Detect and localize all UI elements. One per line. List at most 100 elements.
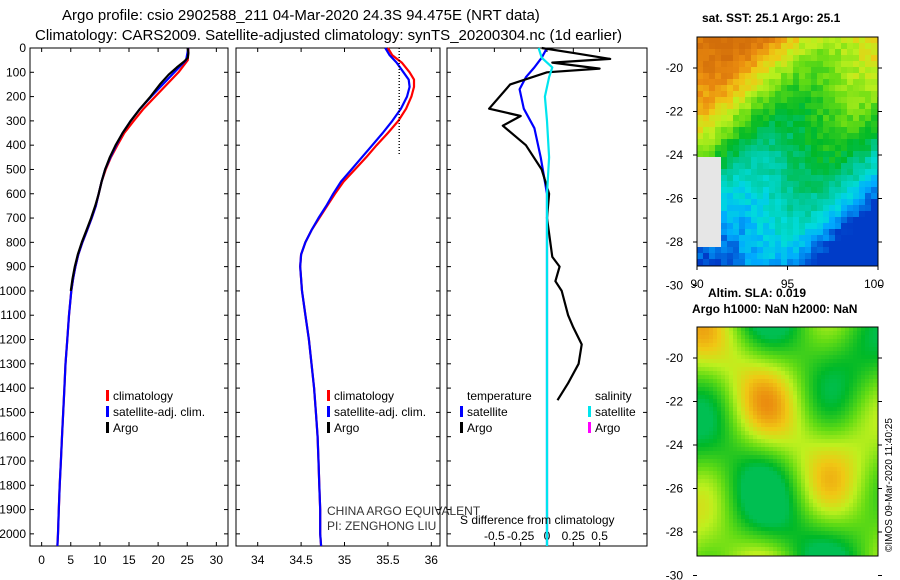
sla-cell [737,431,741,435]
sla-cell [849,503,853,507]
sla-cell [701,431,705,435]
sla-cell [813,531,817,535]
sst-cell [871,241,877,247]
sla-cell [729,543,733,547]
sla-cell [833,383,837,387]
sla-cell [837,403,841,407]
sla-cell [821,451,825,455]
sst-cell [769,157,775,163]
sla-cell [809,351,813,355]
sla-cell [817,499,821,503]
sla-cell [705,531,709,535]
sla-cell [833,479,837,483]
sla-cell [745,407,749,411]
sst-cell [775,49,781,55]
sla-cell [849,367,853,371]
sla-cell [797,411,801,415]
sla-cell [733,335,737,339]
sla-cell [809,487,813,491]
sla-cell [701,443,705,447]
sla-cell [805,519,809,523]
sst-cell [757,55,763,61]
x-tick-label: 5 [67,553,74,567]
legend-label-temp-satellite: satellite [467,405,508,419]
sst-cell [703,115,709,121]
sst-cell [835,253,841,259]
sla-cell [813,343,817,347]
sst-cell [775,37,781,43]
sst-cell [763,37,769,43]
sla-cell [769,371,773,375]
sla-cell [837,423,841,427]
sst-cell [811,199,817,205]
sla-cell [701,371,705,375]
sla-cell [709,423,713,427]
sla-cell [717,379,721,383]
sla-cell [757,503,761,507]
sla-cell [773,495,777,499]
sla-cell [837,375,841,379]
sla-cell [705,355,709,359]
sla-cell [821,443,825,447]
sla-cell [825,419,829,423]
sla-cell [817,375,821,379]
sla-cell [765,387,769,391]
sla-cell [729,399,733,403]
sla-cell [701,411,705,415]
sst-cell [697,181,703,187]
sla-cell [797,371,801,375]
sla-cell [709,383,713,387]
sla-cell [769,415,773,419]
sla-cell [705,487,709,491]
sla-cell [749,539,753,543]
sla-cell [765,471,769,475]
sla-cell [853,455,857,459]
sla-cell [757,447,761,451]
sla-cell [825,447,829,451]
sla-cell [841,403,845,407]
sla-cell [745,419,749,423]
sla-cell [845,391,849,395]
sla-map-frame [696,326,879,557]
sla-cell [765,407,769,411]
sst-cell [799,121,805,127]
depth-tick-label: 1600 [0,430,26,444]
sla-cell [861,351,865,355]
sla-cell [801,443,805,447]
sla-cell [697,435,701,439]
sla-cell [749,391,753,395]
sla-cell [829,463,833,467]
sst-cell [697,175,703,181]
sla-cell [849,531,853,535]
sla-cell [825,463,829,467]
sst-cell [715,223,721,229]
sla-cell [817,463,821,467]
sla-cell [769,535,773,539]
sst-cell [697,205,703,211]
sla-cell [793,527,797,531]
sla-cell [853,367,857,371]
sla-cell [733,519,737,523]
sla-cell [837,535,841,539]
sla-cell [865,447,869,451]
sst-cell [793,217,799,223]
sla-cell [797,503,801,507]
sla-cell [857,547,861,551]
sla-cell [717,543,721,547]
sla-cell [817,403,821,407]
sla-cell [745,371,749,375]
sst-cell [727,175,733,181]
sla-cell [721,551,725,555]
sla-cell [717,427,721,431]
sst-cell [805,241,811,247]
sla-cell [765,331,769,335]
sla-cell [869,483,873,487]
sst-cell [835,247,841,253]
sla-cell [809,407,813,411]
sla-cell [717,467,721,471]
sla-cell [825,551,829,555]
sst-cell [769,127,775,133]
sst-cell [835,139,841,145]
sst-cell [799,67,805,73]
sst-cell [709,241,715,247]
